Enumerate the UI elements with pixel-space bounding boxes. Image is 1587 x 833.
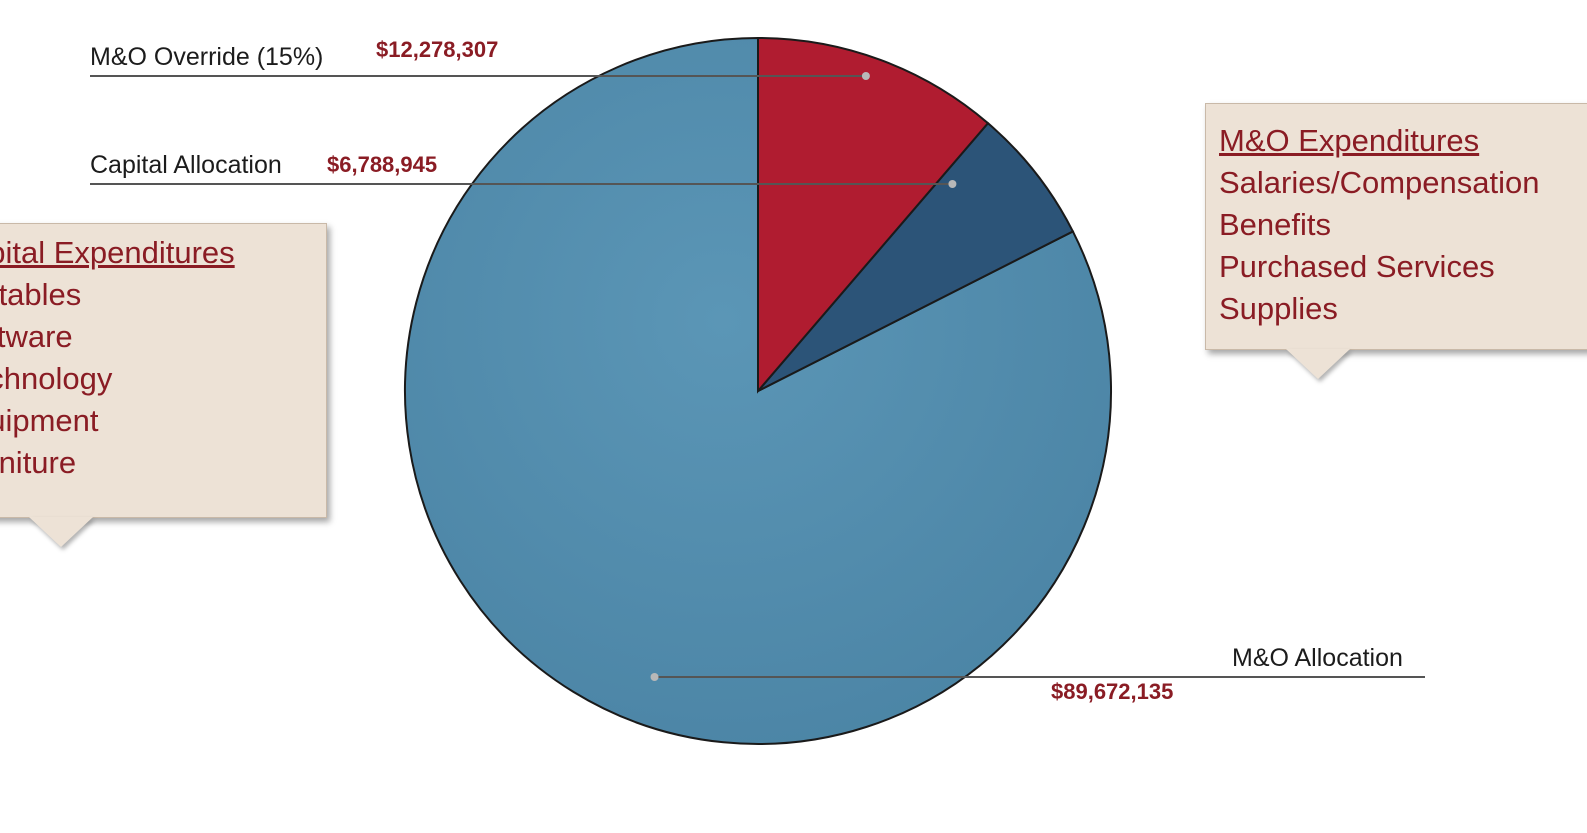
capital-expenditures-list: ortables oftware echnology quipment urni…	[0, 274, 326, 484]
list-item: Supplies	[1219, 291, 1338, 326]
list-item: urniture	[0, 445, 77, 480]
leader-dot-m-o-override-15	[861, 72, 870, 80]
mo-expenditures-callout: M&O Expenditures Salaries/Compensation B…	[1205, 103, 1587, 350]
leader-dot-capital-allocation	[948, 180, 957, 188]
slice-value-mo-allocation: $89,672,135	[1051, 679, 1173, 704]
mo-callout-pointer	[1286, 349, 1350, 379]
slice-value-mo-override: $12,278,307	[376, 37, 498, 62]
slice-label-mo-override: M&O Override (15%)	[90, 43, 323, 71]
slice-label-mo-allocation: M&O Allocation	[1232, 644, 1403, 672]
slice-label-capital-allocation: Capital Allocation	[90, 151, 282, 179]
mo-expenditures-heading: M&O Expenditures	[1219, 123, 1480, 158]
list-item: Purchased Services	[1219, 249, 1495, 284]
capital-expenditures-callout: apital Expenditures ortables oftware ech…	[0, 223, 327, 518]
list-item: oftware	[0, 319, 73, 354]
list-item: ortables	[0, 277, 82, 312]
slice-value-capital-allocation: $6,788,945	[327, 152, 437, 177]
pie-slice-m-o-override-15	[757, 36, 990, 394]
pie-slice-capital-allocation	[757, 121, 1075, 392]
leader-dot-m-o-allocation	[650, 673, 659, 681]
capital-callout-pointer	[29, 517, 93, 547]
list-item: echnology	[0, 361, 113, 396]
list-item: Benefits	[1219, 207, 1332, 242]
list-item: quipment	[0, 403, 99, 438]
list-item: Salaries/Compensation	[1219, 165, 1540, 200]
capital-expenditures-heading: apital Expenditures	[0, 235, 235, 270]
mo-expenditures-list: Salaries/Compensation Benefits Purchased…	[1219, 162, 1587, 330]
